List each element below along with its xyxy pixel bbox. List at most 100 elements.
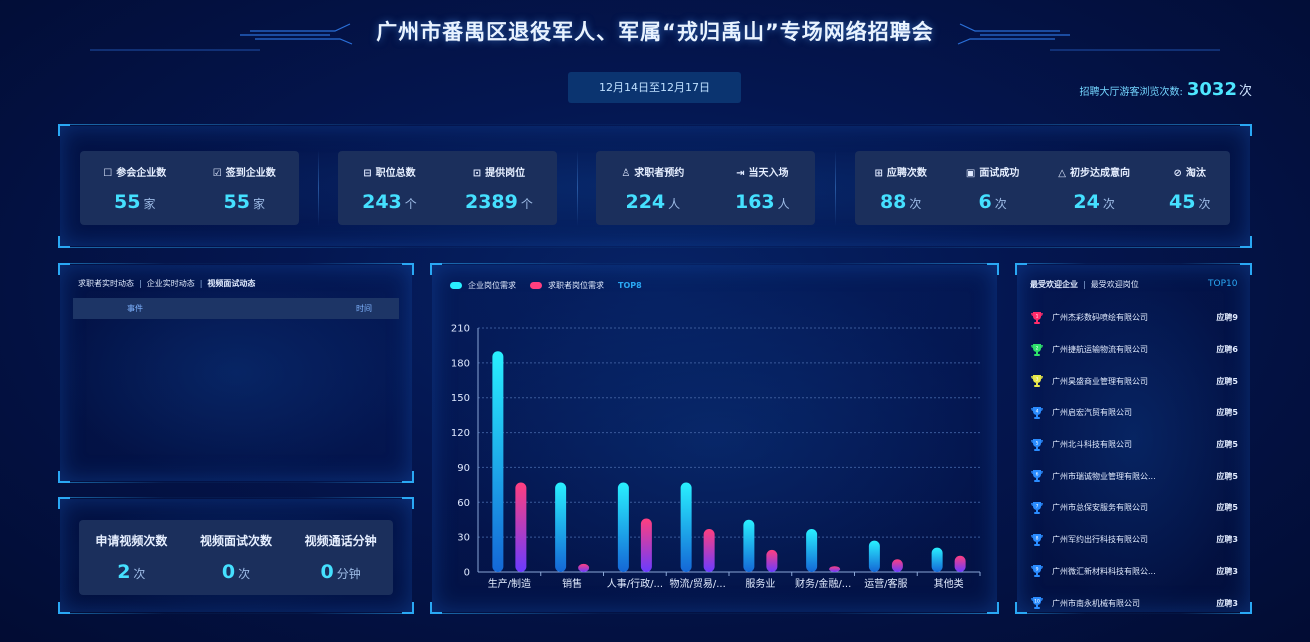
stat-preliminary-intent: △ 初步达成意向 24 次 — [1058, 167, 1130, 213]
company-name: 广州捷航运输物流有限公司 — [1052, 345, 1148, 355]
document-icon: ⊡ — [472, 167, 482, 179]
edit-icon: ☐ — [103, 167, 113, 179]
bar-company-demand[interactable] — [931, 547, 943, 572]
ranking-item[interactable]: 7 广州市总保安服务有限公司 应聘5 — [1030, 492, 1238, 524]
trophy-icon: 10 — [1031, 597, 1043, 610]
tab-seeker-activity[interactable]: 求职者实时动态 — [78, 279, 134, 288]
ranking-item[interactable]: 3 广州昊盛商业管理有限公司 应聘5 — [1030, 365, 1238, 397]
application-count: 应聘9 — [1216, 313, 1238, 323]
bar-seeker-demand[interactable] — [703, 529, 715, 572]
bar-seeker-demand[interactable] — [766, 549, 778, 572]
bar-seeker-demand[interactable] — [829, 566, 841, 572]
ranking-item[interactable]: 5 广州北斗科技有限公司 应聘5 — [1030, 429, 1238, 461]
bar-company-demand[interactable] — [743, 519, 755, 572]
y-tick-label: 210 — [451, 324, 470, 335]
stat-eliminated: ⊘ 淘汰 45 次 — [1168, 167, 1211, 213]
company-name: 广州杰彩数码喷绘有限公司 — [1052, 313, 1148, 323]
company-name: 广州市瑞诚物业管理有限公... — [1052, 471, 1156, 481]
bar-company-demand[interactable] — [492, 351, 504, 572]
tab-popular-companies[interactable]: 最受欢迎企业 — [1030, 280, 1078, 289]
stat-participating-companies: ☐ 参会企业数 55 家 — [103, 167, 167, 213]
bar-seeker-demand[interactable] — [578, 563, 590, 572]
briefcase-icon: ⊟ — [363, 167, 372, 179]
x-tick-label: 生产/制造 — [488, 577, 531, 590]
company-name: 广州市南永机械有限公司 — [1052, 598, 1140, 608]
header-decoration — [90, 23, 1220, 51]
user-icon: ♙ — [621, 167, 631, 179]
visits-value: 3032 — [1186, 79, 1237, 100]
ranking-item[interactable]: 9 广州微汇新材料科技有限公... 应聘3 — [1030, 556, 1238, 588]
doc-check-icon: ▣ — [965, 167, 976, 179]
application-count: 应聘5 — [1216, 376, 1238, 386]
legend-item-seeker[interactable]: 求职者岗位需求 — [530, 280, 604, 291]
rank-number: 1 — [1036, 313, 1039, 319]
page-title: 广州市番禺区退役军人、军属“戎归禹山”专场网络招聘会 — [376, 20, 934, 44]
bar-company-demand[interactable] — [680, 482, 692, 572]
company-name: 广州军约出行科技有限公司 — [1052, 535, 1148, 545]
bar-company-demand[interactable] — [617, 482, 629, 572]
bar-company-demand[interactable] — [806, 529, 818, 572]
y-tick-label: 120 — [451, 428, 470, 439]
y-tick-label: 180 — [451, 358, 470, 369]
y-tick-label: 0 — [464, 568, 470, 579]
ranking-tabs: 最受欢迎企业 | 最受欢迎岗位 — [1030, 280, 1139, 289]
ranking-top-label: TOP10 — [1208, 279, 1238, 289]
application-count: 应聘5 — [1216, 471, 1238, 481]
bar-company-demand[interactable] — [868, 540, 880, 572]
bar-seeker-demand[interactable] — [891, 559, 903, 572]
ranking-item[interactable]: 2 广州捷航运输物流有限公司 应聘6 — [1030, 334, 1238, 366]
rank-number: 2 — [1036, 345, 1039, 351]
legend-item-company[interactable]: 企业岗位需求 — [450, 280, 516, 291]
rank-number: 6 — [1036, 472, 1039, 478]
trophy-icon: 2 — [1031, 343, 1043, 356]
tab-company-activity[interactable]: 企业实时动态 — [146, 279, 195, 288]
bar-seeker-demand[interactable] — [515, 482, 527, 572]
bar-seeker-demand[interactable] — [640, 518, 652, 572]
application-count: 应聘5 — [1216, 503, 1238, 513]
ranking-item[interactable]: 10 广州市南永机械有限公司 应聘3 — [1030, 587, 1238, 619]
divider — [318, 150, 319, 226]
stat-applications: ⊞ 应聘次数 88 次 — [874, 167, 927, 213]
company-name: 广州启宏汽贸有限公司 — [1052, 408, 1132, 418]
stat-total-positions: ⊟ 职位总数 243 个 — [362, 167, 417, 213]
stat-video-minutes: 视频通话分钟 0 分钟 — [304, 534, 377, 583]
header-bar: 广州市番禺区退役军人、军属“戎归禹山”专场网络招聘会 — [0, 0, 1310, 66]
ranking-item[interactable]: 6 广州市瑞诚物业管理有限公... 应聘5 — [1030, 460, 1238, 492]
bar-seeker-demand[interactable] — [954, 555, 966, 572]
x-tick-label: 服务业 — [745, 577, 775, 590]
bar-company-demand[interactable] — [555, 482, 567, 572]
tab-popular-positions[interactable]: 最受欢迎岗位 — [1090, 280, 1139, 289]
bar-chart: 0 30 60 90 120 150 180 210 生产/制造 销售 人事/行政/... 物流/贸… — [451, 324, 981, 590]
stat-seeker-reservations: ♙ 求职者预约 224 人 — [621, 167, 685, 213]
tab-video-interview-activity[interactable]: 视频面试动态 — [207, 279, 256, 288]
visits-unit: 次 — [1238, 84, 1252, 99]
column-event: 事件 — [127, 304, 143, 313]
application-count: 应聘3 — [1216, 566, 1238, 576]
trophy-icon: 4 — [1031, 406, 1043, 419]
activity-tabs: 求职者实时动态 | 企业实时动态 | 视频面试动态 — [78, 279, 256, 288]
activity-panel — [58, 263, 414, 483]
ranking-item[interactable]: 8 广州军约出行科技有限公司 应聘3 — [1030, 524, 1238, 556]
x-tick-label: 财务/金融/... — [795, 577, 851, 590]
ranking-item[interactable]: 4 广州启宏汽贸有限公司 应聘5 — [1030, 397, 1238, 429]
enter-icon: ⇥ — [736, 167, 745, 179]
rank-number: 5 — [1036, 440, 1039, 446]
company-name: 广州市总保安服务有限公司 — [1052, 503, 1148, 513]
y-tick-label: 60 — [457, 498, 470, 509]
x-tick-label: 人事/行政/... — [607, 577, 663, 590]
divider — [835, 150, 836, 226]
trophy-icon: 3 — [1031, 375, 1043, 388]
company-name: 广州北斗科技有限公司 — [1052, 440, 1132, 450]
rank-number: 9 — [1036, 567, 1039, 573]
rank-number: 3 — [1036, 377, 1039, 383]
visits-label: 招聘大厅游客浏览次数: — [1079, 87, 1183, 98]
y-tick-label: 150 — [451, 393, 470, 404]
trophy-icon: 8 — [1031, 533, 1043, 546]
rank-number: 7 — [1036, 504, 1039, 510]
x-tick-label: 运营/客服 — [864, 577, 907, 590]
ranking-panel — [1015, 263, 1252, 614]
ranking-item[interactable]: 1 广州杰彩数码喷绘有限公司 应聘9 — [1030, 302, 1238, 334]
divider — [577, 150, 578, 226]
